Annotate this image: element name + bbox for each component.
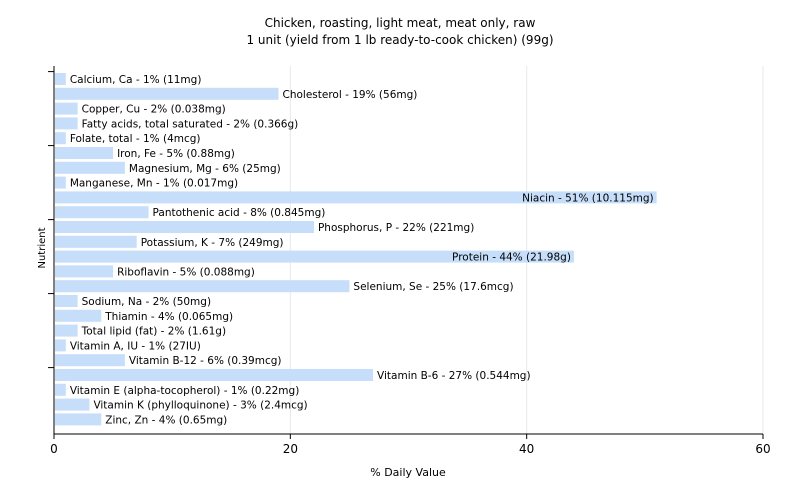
bar (55, 161, 125, 174)
bar (55, 73, 66, 85)
label-layer: Calcium, Ca - 1% (11mg) Cholesterol - 19%… (70, 74, 654, 426)
bar (55, 398, 90, 411)
y-axis-label: Nutrient (37, 227, 48, 268)
bar (55, 339, 66, 352)
bar-data-label: Vitamin B-6 - 27% (0.544mg) (377, 370, 531, 382)
x-tick-label: 60 (755, 442, 770, 456)
bar-data-label: Fatty acids, total saturated - 2% (0.366… (82, 118, 299, 130)
bar-data-label: Calcium, Ca - 1% (11mg) (70, 74, 202, 86)
bar-data-label: Vitamin E (alpha-tocopherol) - 1% (0.22m… (70, 385, 299, 397)
bar (55, 265, 114, 278)
bar-data-label: Vitamin A, IU - 1% (27IU) (70, 340, 201, 352)
bar (55, 147, 114, 159)
bar (55, 309, 102, 322)
bar (55, 221, 314, 233)
bar (55, 87, 279, 100)
bar-data-label: Magnesium, Mg - 6% (25mg) (129, 163, 281, 175)
bar-data-label: Iron, Fe - 5% (0.88mg) (117, 148, 235, 160)
bar (55, 176, 66, 189)
x-tick-label: 20 (283, 442, 298, 456)
bar-data-label: Vitamin B-12 - 6% (0.39mcg) (129, 355, 282, 367)
bar-data-label: Niacin - 51% (10.115mg) (522, 192, 654, 204)
bar (55, 102, 78, 115)
x-tick-label: 40 (519, 442, 534, 456)
bar-data-label: Phosphorus, P - 22% (221mg) (318, 222, 474, 234)
bar-data-label: Potassium, K - 7% (249mg) (141, 237, 284, 249)
bar (55, 235, 137, 248)
bar-layer (55, 73, 657, 426)
bar (55, 295, 78, 307)
bar (55, 132, 66, 145)
chart-title: Chicken, roasting, light meat, meat only… (265, 16, 536, 30)
bar-data-label: Total lipid (fat) - 2% (1.61g) (81, 326, 226, 338)
x-axis-label: % Daily Value (370, 466, 446, 479)
bar (55, 383, 66, 396)
bar (55, 280, 350, 293)
bar-data-label: Zinc, Zn - 4% (0.65mg) (105, 414, 227, 426)
bar (55, 117, 78, 130)
bar-data-label: Vitamin K (phylloquinone) - 3% (2.4mcg) (93, 400, 307, 412)
axis-layer (53, 66, 763, 435)
bar (55, 206, 149, 219)
bar-data-label: Protein - 44% (21.98g) (452, 252, 571, 264)
bar-data-label: Cholesterol - 19% (56mg) (283, 89, 418, 101)
bar (55, 369, 374, 381)
bar (55, 413, 102, 426)
bar (55, 191, 657, 204)
x-tick-label: 0 (50, 442, 58, 456)
bar-data-label: Selenium, Se - 25% (17.6mcg) (353, 281, 513, 293)
bar (55, 324, 78, 337)
bar-data-label: Copper, Cu - 2% (0.038mg) (82, 104, 226, 116)
bar-data-label: Manganese, Mn - 1% (0.017mg) (70, 178, 238, 190)
bar-data-label: Riboflavin - 5% (0.088mg) (117, 266, 255, 278)
bar (55, 250, 574, 263)
tick-layer: 0 20 40 60 (48, 71, 771, 456)
bar-data-label: Pantothenic acid - 8% (0.845mg) (153, 207, 326, 219)
bar-data-label: Thiamin - 4% (0.065mg) (104, 311, 233, 323)
bar (55, 354, 125, 367)
bar-data-label: Sodium, Na - 2% (50mg) (82, 296, 211, 308)
bar-data-label: Folate, total - 1% (4mcg) (70, 133, 201, 145)
chart-subtitle: 1 unit (yield from 1 lb ready-to-cook ch… (246, 33, 553, 47)
